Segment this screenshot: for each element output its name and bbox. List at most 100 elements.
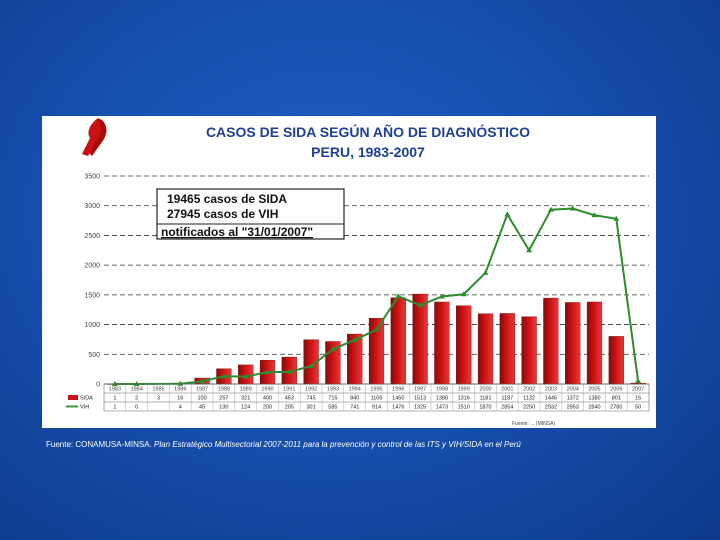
y-tick-label: 500 [88,352,100,359]
y-tick-label: 1500 [84,292,100,299]
sida-value-label: 745 [307,396,316,402]
sida-value-label: 1380 [588,396,600,402]
annotation-box: 19465 casos de SIDA 27945 casos de VIH n… [156,188,345,240]
vih-value-label: 124 [241,405,250,411]
vih-value-label: 2780 [610,405,622,411]
y-tick-label: 0 [96,382,100,389]
vih-value-label: 0 [135,405,138,411]
bar-sida [477,313,494,385]
point-vih [591,212,598,218]
point-vih [526,247,533,253]
year-label: 1993 [327,387,339,393]
bar-sida [434,301,450,385]
sida-value-label: 1446 [545,396,557,402]
point-vih [308,363,315,369]
year-label: 1997 [414,387,426,393]
sida-value-label: 1513 [414,396,426,402]
y-tick-label: 3000 [84,203,100,210]
vih-value-label: 50 [635,405,641,411]
sida-value-label: 1 [113,396,116,402]
point-vih [177,380,184,386]
sida-value-label: 1106 [371,396,383,402]
sida-value-label: 801 [612,396,621,402]
chart-subtitle: PERU, 1983-2007 [311,144,425,160]
bar-sida [456,305,472,385]
y-axis: 0 500 1000 1500 2000 2500 3000 3500 [84,174,100,389]
sida-value-label: 840 [350,396,359,402]
legend-label-vih: VIH [80,405,89,411]
vih-value-label: 2953 [567,405,579,411]
sida-value-label: 321 [241,396,250,402]
vih-value-label: 4 [179,405,182,411]
y-tick-label: 3500 [84,174,100,181]
sida-value-label: 3 [157,396,160,402]
point-vih [133,381,140,386]
year-label: 2004 [567,387,579,393]
annotation-line-date: notificados al "31/01/2007" [161,225,313,239]
year-label: 1989 [240,387,252,393]
sida-value-label: 1372 [567,396,579,402]
sida-value-label: 15 [635,396,641,402]
bar-sida [543,297,559,385]
vih-value-label: 2250 [523,405,535,411]
footer-italic: Plan Estratégico Multisectorial 2007-201… [154,440,521,449]
vih-value-label: 1 [113,405,116,411]
vih-value-label: 2932 [545,405,557,411]
year-label: 2003 [545,387,557,393]
point-vih [111,380,118,386]
line-vih [114,207,640,386]
sida-value-label: 453 [285,396,294,402]
sida-value-label: 1450 [392,396,404,402]
year-label: 1983 [109,387,121,393]
point-vih [351,336,358,342]
point-vih [613,215,620,221]
year-label: 1992 [305,387,317,393]
year-label: 1996 [392,387,404,393]
year-label: 1986 [174,387,186,393]
year-label: 2006 [610,387,622,393]
sida-value-label: 100 [198,396,207,402]
year-label: 1995 [370,387,382,393]
point-vih [373,326,380,332]
point-vih [460,291,467,297]
year-label: 1990 [261,387,273,393]
point-vih [504,211,511,217]
point-vih [569,205,576,211]
chart-svg: CASOS DE SIDA SEGÚN AÑO DE DIAGNÓSTICO P… [66,118,650,427]
sida-value-label: 257 [219,396,228,402]
bars-layer [107,293,646,385]
red-ribbon-icon [82,118,107,156]
year-label: 1987 [196,387,208,393]
point-vih [242,373,249,379]
point-vih [547,206,554,212]
vih-value-label: 1476 [392,405,404,411]
vih-value-label: 1473 [436,405,448,411]
y-tick-label: 2500 [84,233,100,240]
year-label: 2000 [479,387,491,393]
legend-key-sida [68,395,78,400]
point-vih [286,368,293,374]
bar-sida [521,316,537,385]
bar-sida [412,293,428,385]
bar-sida [499,313,515,385]
point-vih [199,378,206,384]
y-tick-label: 1000 [84,322,100,329]
year-label: 1999 [458,387,470,393]
point-vih [264,369,271,375]
sida-value-label: 1187 [501,396,513,402]
chart-source-small: Fuente: ... (MINSA) [512,421,555,427]
annotation-line-sida: 19465 casos de SIDA [167,192,287,206]
sida-value-label: 400 [263,396,272,402]
vih-value-label: 2854 [501,405,513,411]
sida-value-label: 16 [177,396,183,402]
annotation-line-vih: 27945 casos de VIH [167,207,278,221]
bar-sida [390,297,406,385]
vih-value-label: 205 [285,405,294,411]
year-label: 1994 [349,387,361,393]
point-vih [395,293,402,299]
sida-value-label: 1316 [458,396,470,402]
footer-source: Fuente: CONAMUSA-MINSA. Plan Estratégico… [46,440,706,449]
point-vih [482,269,489,275]
year-label: 2002 [523,387,535,393]
